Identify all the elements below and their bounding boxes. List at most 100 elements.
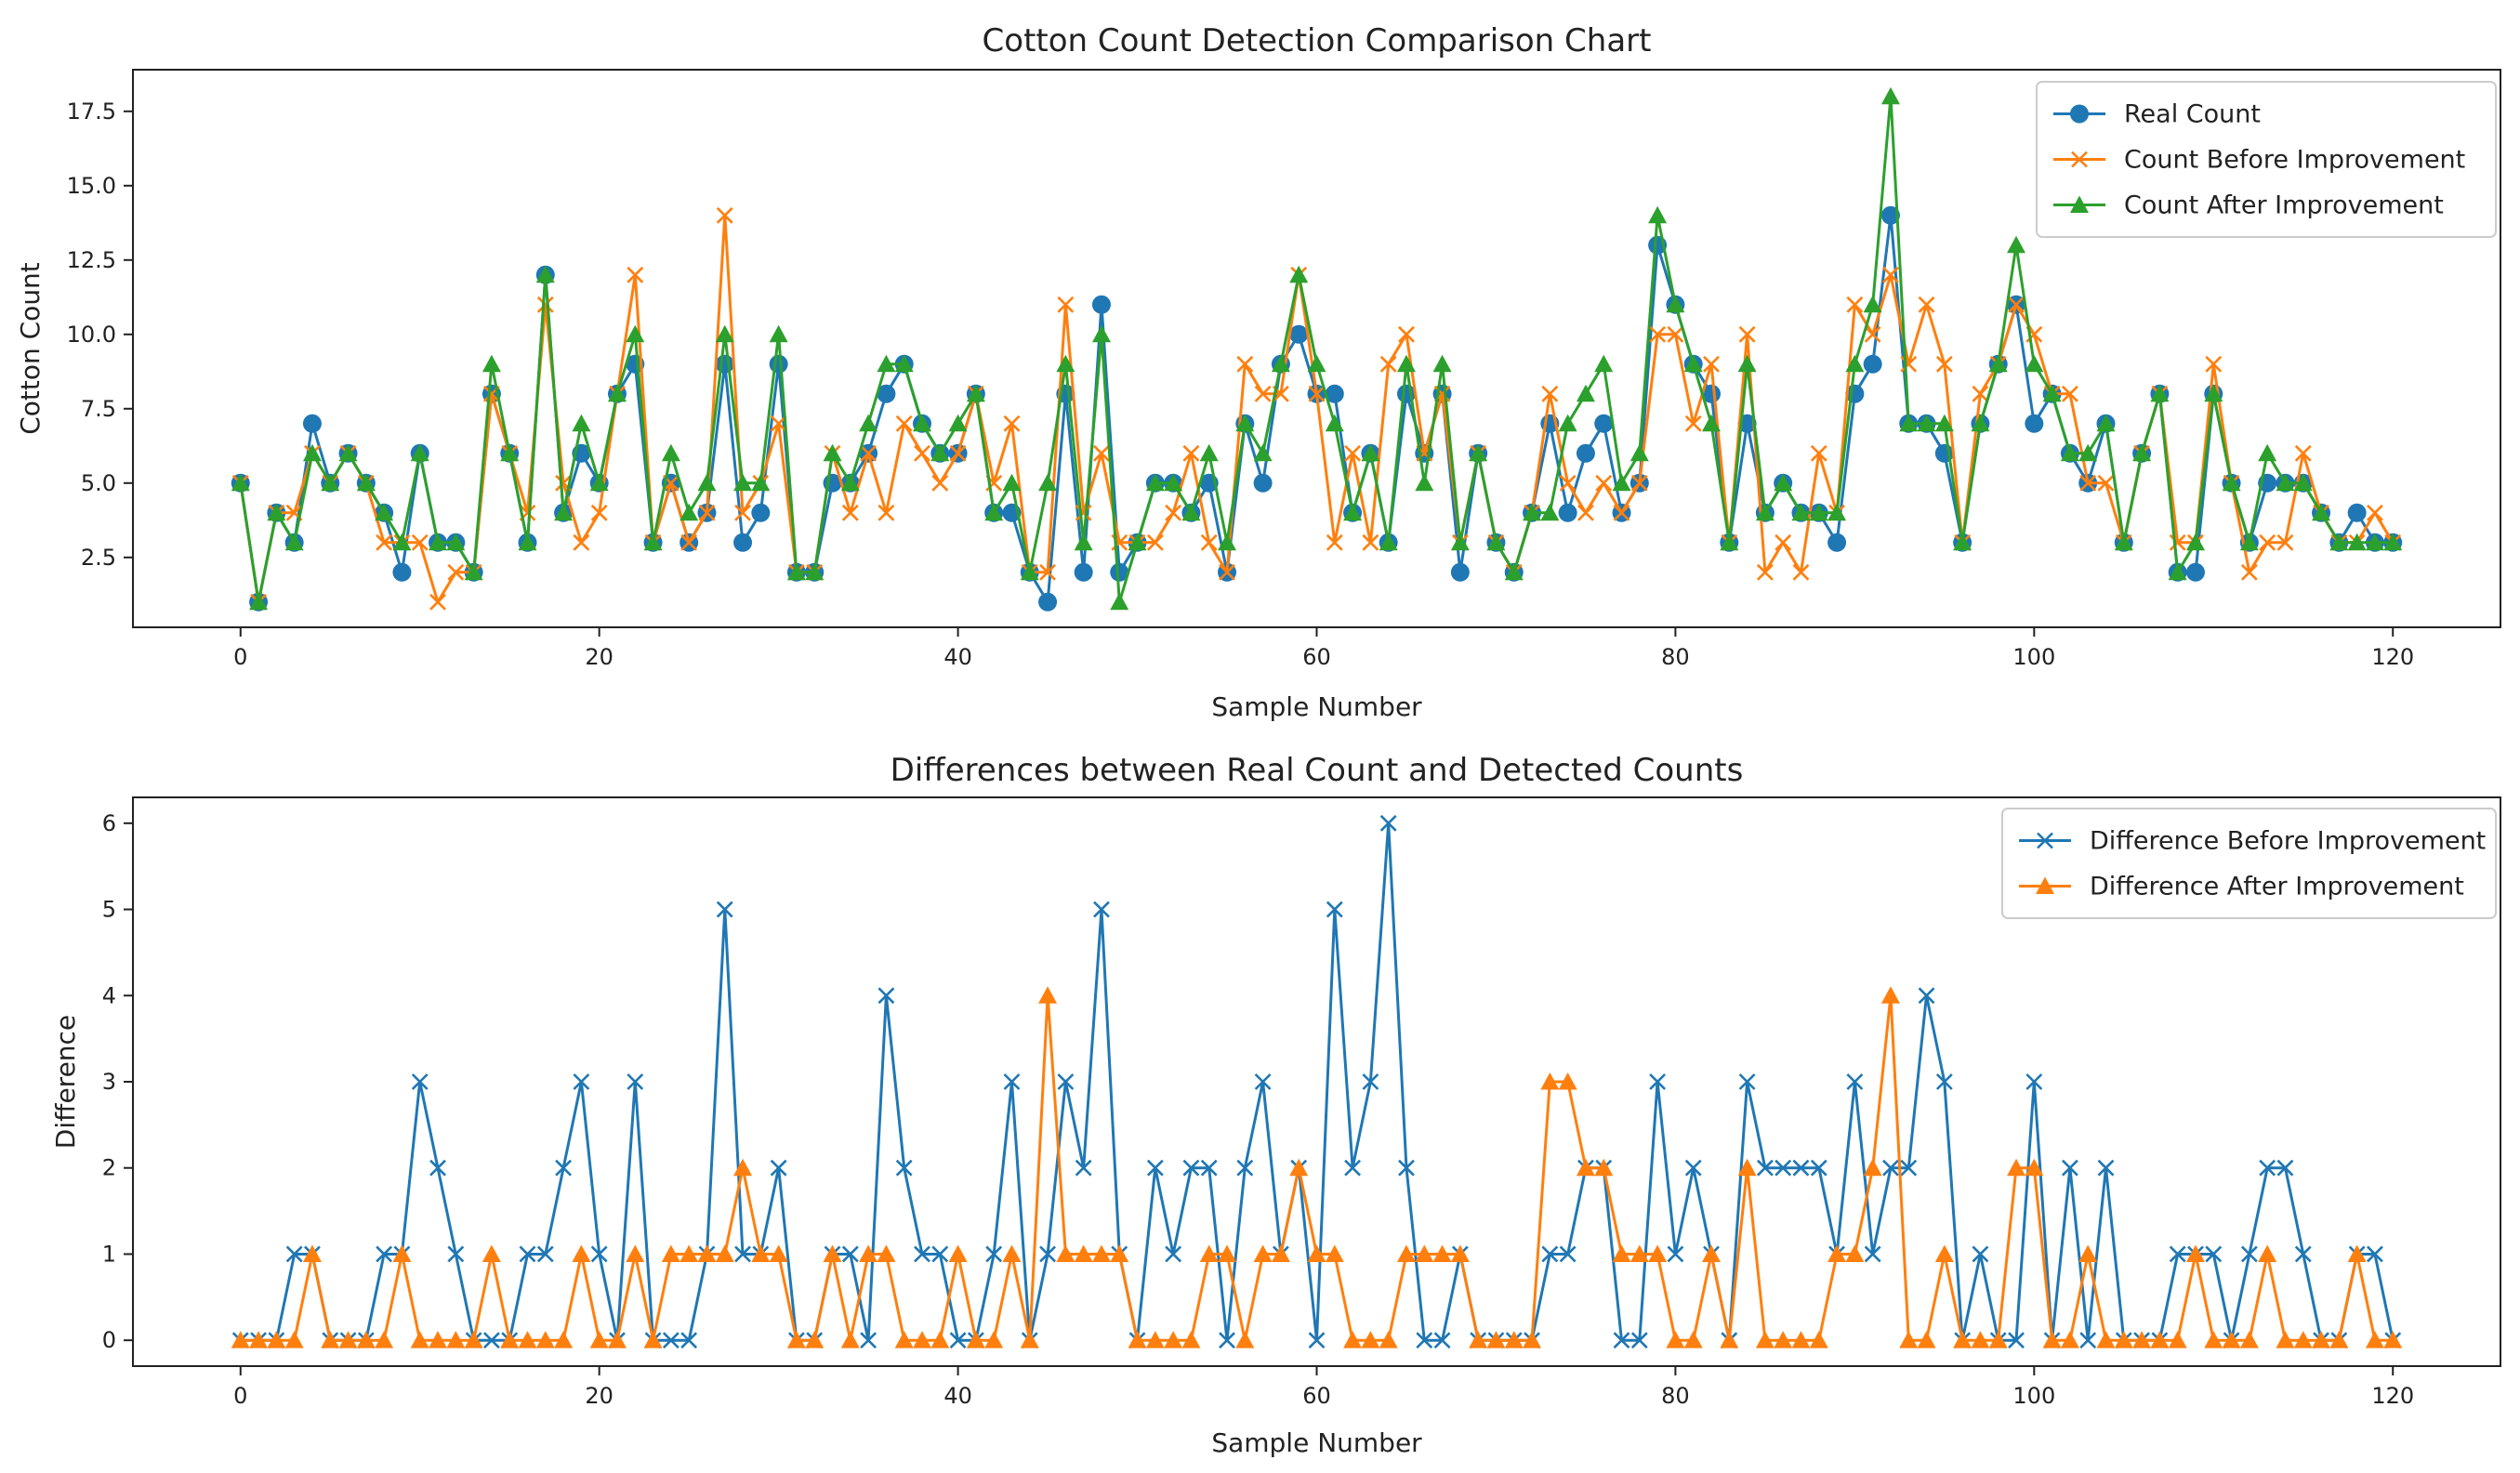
data-point bbox=[2025, 1158, 2044, 1177]
data-point bbox=[535, 265, 555, 283]
data-point bbox=[1379, 1331, 1398, 1348]
data-point bbox=[1576, 443, 1595, 463]
data-point bbox=[877, 504, 895, 521]
data-point bbox=[1756, 1159, 1774, 1177]
data-point bbox=[1953, 1331, 1972, 1348]
data-point bbox=[840, 1331, 860, 1348]
data-point bbox=[1199, 443, 1219, 462]
data-point bbox=[751, 473, 771, 492]
data-point bbox=[321, 473, 340, 492]
data-point bbox=[356, 1331, 376, 1348]
data-point bbox=[2240, 1245, 2258, 1263]
data-point bbox=[1128, 1331, 1147, 1348]
data-point bbox=[464, 1331, 483, 1348]
data-point bbox=[1918, 296, 1935, 313]
data-point bbox=[535, 1331, 555, 1348]
data-point bbox=[1289, 1158, 1309, 1177]
data-point bbox=[1379, 355, 1397, 373]
data-point bbox=[1432, 354, 1452, 373]
data-point bbox=[895, 414, 913, 432]
data-point bbox=[1792, 563, 1810, 581]
series-count-after-improvement bbox=[231, 86, 2403, 611]
data-point bbox=[1737, 1158, 1757, 1177]
data-point bbox=[2347, 1244, 2367, 1262]
data-point bbox=[2150, 1331, 2170, 1348]
data-point bbox=[1559, 1245, 1577, 1263]
data-point bbox=[1899, 414, 1919, 432]
y-tick-label: 1 bbox=[102, 1241, 116, 1267]
data-point bbox=[1846, 1073, 1864, 1090]
data-point bbox=[716, 901, 733, 918]
data-point bbox=[1469, 1331, 1488, 1348]
data-point bbox=[733, 473, 753, 492]
data-point bbox=[860, 444, 877, 462]
data-point bbox=[1002, 473, 1022, 492]
data-point bbox=[1917, 1331, 1936, 1348]
x-tick-label: 120 bbox=[2371, 1383, 2414, 1409]
data-point bbox=[948, 414, 968, 432]
data-point bbox=[2258, 443, 2277, 462]
data-point bbox=[1577, 504, 1594, 521]
data-point bbox=[2096, 414, 2116, 432]
data-point bbox=[860, 1332, 877, 1349]
data-point bbox=[1864, 325, 1881, 343]
data-point bbox=[1450, 533, 1470, 551]
data-point bbox=[1325, 1244, 1344, 1262]
data-point bbox=[2097, 474, 2115, 492]
data-point bbox=[715, 354, 734, 374]
data-point bbox=[1504, 562, 1524, 581]
data-point bbox=[1415, 473, 1434, 492]
data-point bbox=[1271, 1244, 1290, 1262]
data-point bbox=[1362, 1073, 1379, 1090]
data-point bbox=[1684, 1159, 1702, 1177]
data-point bbox=[1039, 563, 1056, 581]
data-point bbox=[697, 1244, 717, 1262]
data-point bbox=[662, 1332, 679, 1349]
data-point bbox=[2169, 1245, 2186, 1263]
data-point bbox=[1093, 901, 1110, 918]
data-point bbox=[2185, 533, 2205, 551]
data-point bbox=[446, 1331, 466, 1348]
data-point bbox=[1667, 325, 1684, 343]
data-point bbox=[786, 1331, 806, 1348]
data-point bbox=[1056, 354, 1075, 373]
data-point bbox=[715, 1244, 734, 1262]
data-point bbox=[1988, 1331, 2008, 1348]
data-point bbox=[2276, 473, 2295, 492]
x-tick-label: 100 bbox=[2012, 1383, 2055, 1409]
data-point bbox=[931, 1245, 949, 1263]
data-point bbox=[948, 1244, 968, 1262]
data-point bbox=[1020, 562, 1039, 581]
data-point bbox=[2239, 1331, 2259, 1348]
data-point bbox=[1398, 325, 1415, 343]
data-point bbox=[1145, 1331, 1165, 1348]
data-point bbox=[769, 324, 788, 343]
data-point bbox=[1164, 473, 1183, 492]
data-point bbox=[590, 504, 608, 521]
data-point bbox=[302, 443, 322, 462]
data-point bbox=[1181, 1331, 1201, 1348]
data-point bbox=[733, 533, 753, 552]
legend-box bbox=[2001, 808, 2497, 919]
data-point bbox=[859, 1244, 878, 1262]
data-point bbox=[1775, 533, 1792, 551]
data-point bbox=[2150, 384, 2170, 402]
y-tick-label: 2 bbox=[102, 1155, 116, 1181]
data-point bbox=[284, 1331, 304, 1348]
data-point bbox=[338, 443, 358, 462]
data-point bbox=[2185, 1244, 2205, 1262]
data-point bbox=[966, 1331, 985, 1348]
data-point bbox=[2007, 235, 2026, 254]
data-point bbox=[770, 1159, 787, 1177]
data-point bbox=[2060, 443, 2079, 462]
data-point bbox=[2205, 1245, 2223, 1263]
data-point bbox=[2078, 443, 2098, 462]
data-point bbox=[661, 1244, 680, 1262]
data-point bbox=[643, 533, 663, 551]
data-point bbox=[1254, 385, 1272, 402]
data-point bbox=[1594, 1158, 1614, 1177]
data-point bbox=[554, 503, 574, 521]
data-point bbox=[1683, 354, 1703, 373]
data-point bbox=[285, 1245, 303, 1263]
chart-title: Differences between Real Count and Detec… bbox=[891, 752, 1744, 789]
